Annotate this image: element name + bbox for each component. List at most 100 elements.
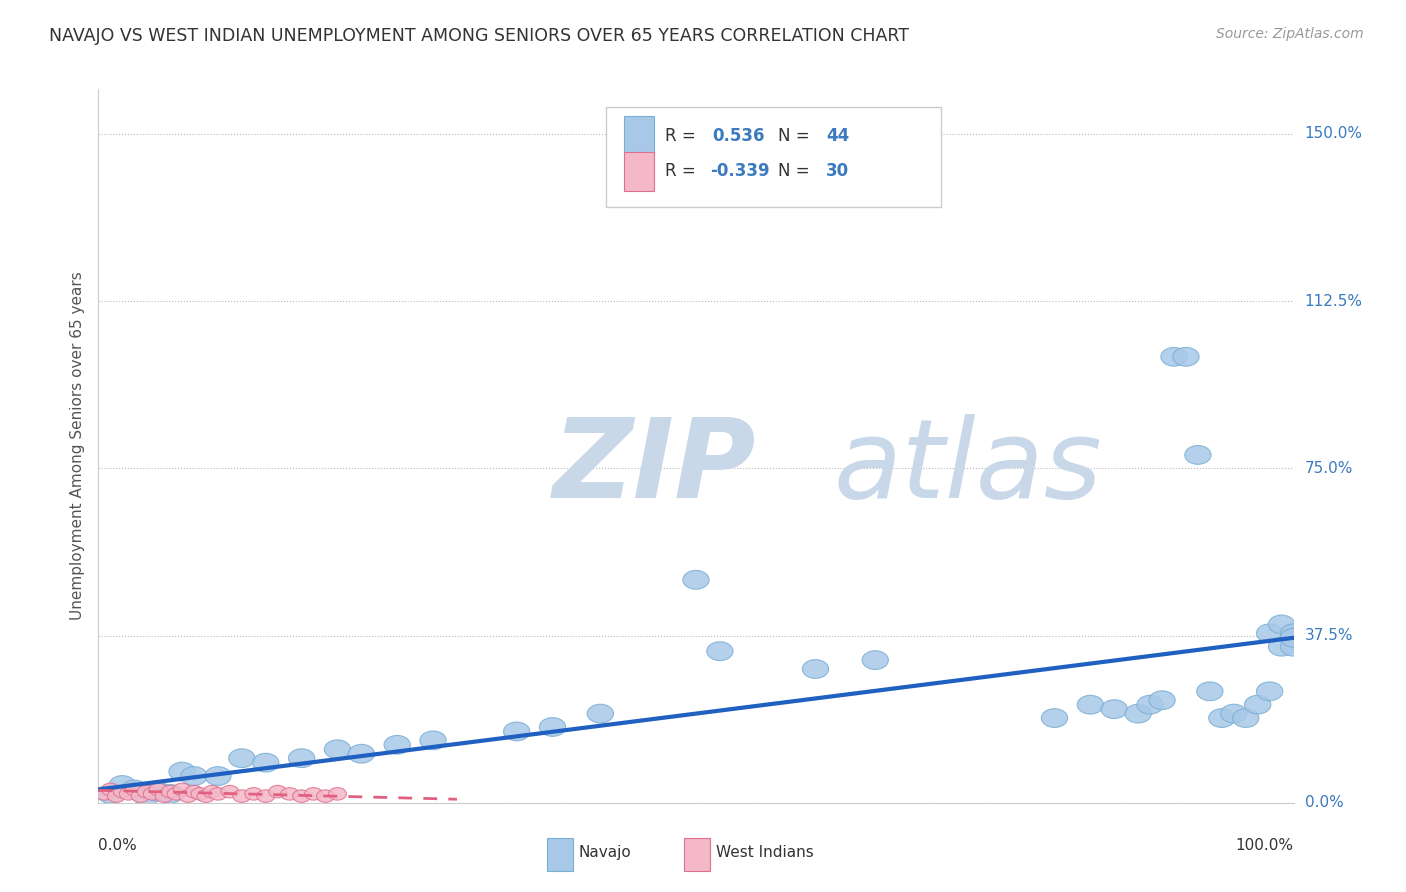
Text: 37.5%: 37.5% xyxy=(1305,628,1353,643)
Text: 112.5%: 112.5% xyxy=(1305,293,1362,309)
Ellipse shape xyxy=(221,786,239,798)
FancyBboxPatch shape xyxy=(624,116,654,155)
Ellipse shape xyxy=(229,749,254,767)
Ellipse shape xyxy=(143,788,162,800)
Text: 75.0%: 75.0% xyxy=(1305,461,1353,475)
Text: R =: R = xyxy=(665,162,702,180)
Text: 0.0%: 0.0% xyxy=(98,838,138,854)
Ellipse shape xyxy=(138,786,155,798)
Ellipse shape xyxy=(1137,696,1163,714)
Text: 0.536: 0.536 xyxy=(713,127,765,145)
Ellipse shape xyxy=(1161,347,1187,366)
Ellipse shape xyxy=(1233,708,1258,728)
Ellipse shape xyxy=(1220,705,1247,723)
Ellipse shape xyxy=(253,753,278,772)
Ellipse shape xyxy=(707,642,733,660)
FancyBboxPatch shape xyxy=(606,107,941,207)
Ellipse shape xyxy=(257,790,274,803)
Ellipse shape xyxy=(191,788,209,800)
Text: 30: 30 xyxy=(827,162,849,180)
Ellipse shape xyxy=(420,731,446,749)
Ellipse shape xyxy=(209,788,226,800)
Ellipse shape xyxy=(186,786,202,798)
Ellipse shape xyxy=(325,740,350,758)
Ellipse shape xyxy=(125,783,143,796)
Ellipse shape xyxy=(1281,637,1306,657)
Ellipse shape xyxy=(96,788,114,800)
Ellipse shape xyxy=(1281,628,1306,648)
Ellipse shape xyxy=(1149,690,1175,710)
Ellipse shape xyxy=(803,660,828,678)
Ellipse shape xyxy=(1197,681,1223,701)
Ellipse shape xyxy=(1281,624,1306,642)
Ellipse shape xyxy=(121,780,148,799)
Ellipse shape xyxy=(167,788,186,800)
Ellipse shape xyxy=(197,790,215,803)
Ellipse shape xyxy=(245,788,263,800)
FancyBboxPatch shape xyxy=(547,838,572,871)
Text: 100.0%: 100.0% xyxy=(1236,838,1294,854)
Text: West Indians: West Indians xyxy=(716,846,814,860)
Ellipse shape xyxy=(179,790,197,803)
Ellipse shape xyxy=(1244,696,1271,714)
Ellipse shape xyxy=(292,790,311,803)
Ellipse shape xyxy=(1209,708,1234,728)
Ellipse shape xyxy=(329,788,346,800)
Ellipse shape xyxy=(101,783,120,796)
Ellipse shape xyxy=(1257,624,1282,642)
Ellipse shape xyxy=(288,749,315,767)
Text: R =: R = xyxy=(665,127,702,145)
Text: N =: N = xyxy=(779,127,815,145)
Ellipse shape xyxy=(169,762,195,781)
Ellipse shape xyxy=(181,767,207,786)
Y-axis label: Unemployment Among Seniors over 65 years: Unemployment Among Seniors over 65 years xyxy=(70,272,86,620)
Ellipse shape xyxy=(157,785,183,804)
Ellipse shape xyxy=(1042,708,1067,728)
Ellipse shape xyxy=(134,787,159,805)
Ellipse shape xyxy=(97,785,124,804)
Ellipse shape xyxy=(155,790,173,803)
Ellipse shape xyxy=(305,788,322,800)
Text: NAVAJO VS WEST INDIAN UNEMPLOYMENT AMONG SENIORS OVER 65 YEARS CORRELATION CHART: NAVAJO VS WEST INDIAN UNEMPLOYMENT AMONG… xyxy=(49,27,910,45)
Ellipse shape xyxy=(107,790,125,803)
FancyBboxPatch shape xyxy=(624,152,654,191)
Ellipse shape xyxy=(281,788,298,800)
Ellipse shape xyxy=(1257,681,1282,701)
Ellipse shape xyxy=(145,782,172,801)
Ellipse shape xyxy=(503,723,530,740)
Ellipse shape xyxy=(316,790,335,803)
Ellipse shape xyxy=(1173,347,1199,366)
Ellipse shape xyxy=(162,786,179,798)
Ellipse shape xyxy=(149,783,167,796)
Ellipse shape xyxy=(1077,696,1104,714)
Ellipse shape xyxy=(110,776,135,795)
Ellipse shape xyxy=(1185,445,1211,464)
Text: Navajo: Navajo xyxy=(579,846,631,860)
Ellipse shape xyxy=(205,767,231,786)
Ellipse shape xyxy=(131,790,149,803)
Ellipse shape xyxy=(588,705,613,723)
Text: 0.0%: 0.0% xyxy=(1305,796,1343,810)
Text: Source: ZipAtlas.com: Source: ZipAtlas.com xyxy=(1216,27,1364,41)
Text: N =: N = xyxy=(779,162,815,180)
Ellipse shape xyxy=(233,790,250,803)
Ellipse shape xyxy=(202,786,221,798)
Ellipse shape xyxy=(269,786,287,798)
Ellipse shape xyxy=(1268,637,1295,657)
Text: atlas: atlas xyxy=(834,414,1102,521)
Text: -0.339: -0.339 xyxy=(710,162,770,180)
Ellipse shape xyxy=(173,783,191,796)
Ellipse shape xyxy=(540,717,565,737)
Ellipse shape xyxy=(384,735,411,755)
Text: 150.0%: 150.0% xyxy=(1305,127,1362,141)
Ellipse shape xyxy=(349,744,374,764)
Ellipse shape xyxy=(1268,615,1295,633)
Ellipse shape xyxy=(862,651,889,669)
Ellipse shape xyxy=(683,571,709,589)
Ellipse shape xyxy=(1101,699,1128,719)
FancyBboxPatch shape xyxy=(685,838,710,871)
Ellipse shape xyxy=(1125,705,1152,723)
Text: ZIP: ZIP xyxy=(553,414,756,521)
Ellipse shape xyxy=(114,786,131,798)
Text: 44: 44 xyxy=(827,127,849,145)
